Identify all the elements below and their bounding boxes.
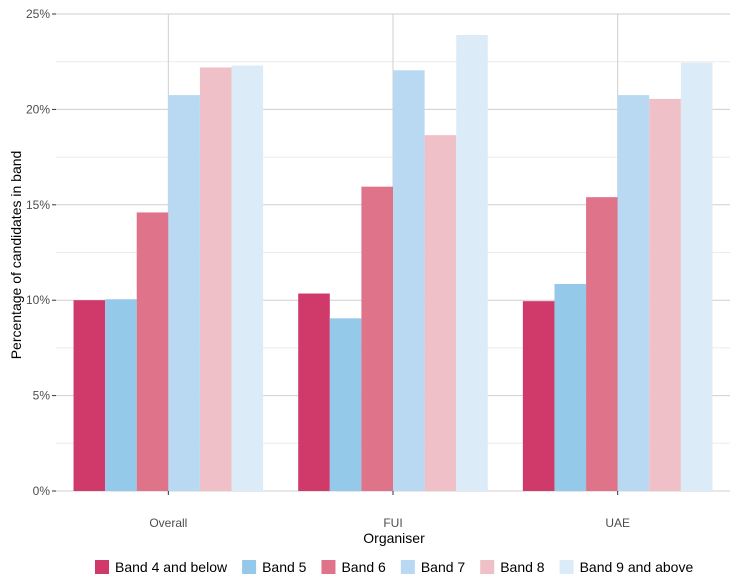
bar [73,300,106,491]
bar [393,70,425,491]
y-tick-label: 25% [26,7,50,21]
bar [617,95,650,491]
bar [456,34,488,491]
y-tick-label: 5% [33,389,51,403]
legend-label: Band 9 and above [580,559,694,575]
legend-swatch [480,560,495,574]
y-tick-label: 0% [33,484,51,498]
bars [73,34,713,492]
bar [298,293,330,491]
legend-label: Band 4 and below [115,559,228,575]
bar [231,65,264,492]
bar [424,135,457,491]
bar [361,186,393,491]
bar [522,301,555,491]
bar [329,318,362,491]
bar [586,197,618,491]
legend-swatch [95,560,109,574]
legend-label: Band 6 [341,559,386,575]
legend-swatch [321,560,336,574]
y-tick-label: 20% [26,102,50,116]
bar [136,212,169,491]
legend: Band 4 and below Band 5 Band 6 Band 7 Band 8… [95,559,693,575]
legend-swatch [559,560,574,574]
x-tick-label: Overall [149,516,187,530]
y-tick-label: 10% [26,293,50,307]
x-axis-title: Organiser [363,530,425,546]
bar [554,283,587,491]
bar [105,299,137,491]
bar [680,62,713,492]
bar [199,67,232,491]
axes: 0% 5% 10% 15% 20% 25% Overall FUI UAE [26,7,630,530]
bar [168,95,200,491]
legend-swatch [400,560,415,574]
legend-label: Band 7 [421,559,466,575]
x-tick-label: UAE [605,516,630,530]
y-tick-label: 15% [26,198,50,212]
legend-swatch [242,560,257,574]
bar [649,98,681,491]
legend-label: Band 5 [262,559,307,575]
x-tick-label: FUI [383,516,402,530]
legend-label: Band 8 [500,559,545,575]
y-axis-title: Percentage of candidates in band [8,151,24,360]
